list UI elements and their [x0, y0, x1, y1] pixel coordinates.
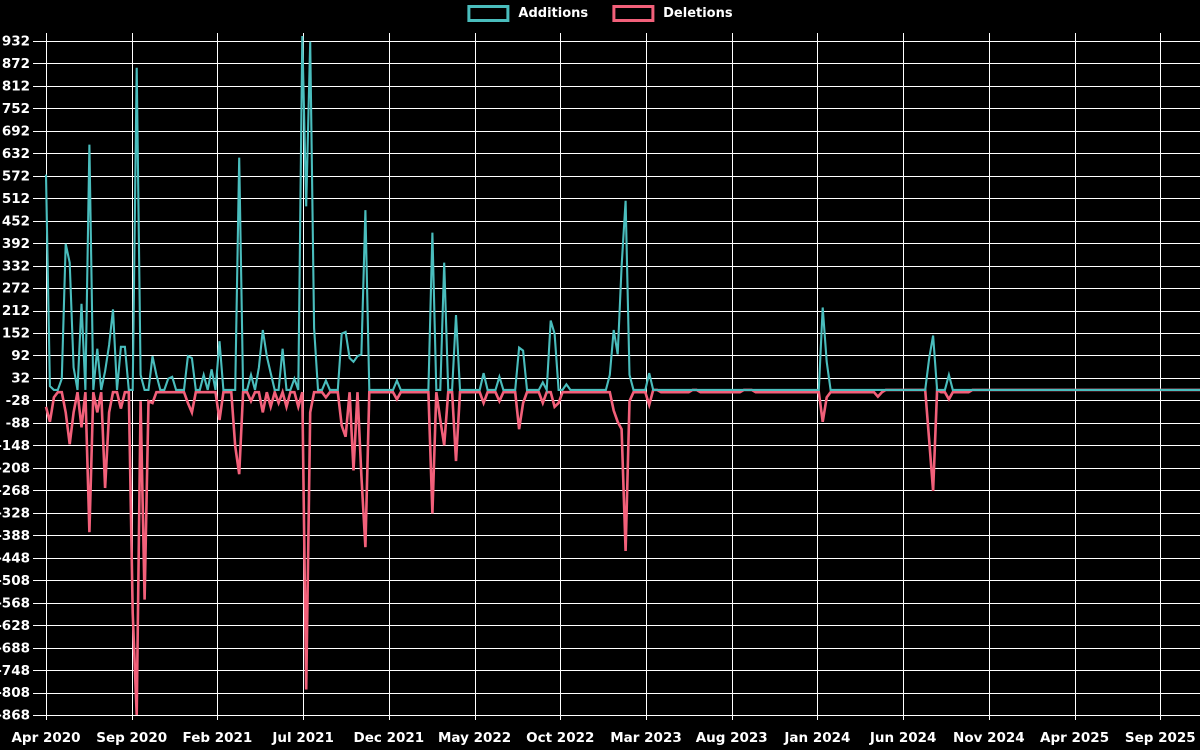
y-tick-label: 272 [2, 281, 30, 297]
y-tick-label: 152 [2, 326, 30, 342]
y-tick-label: 632 [2, 146, 30, 162]
y-tick-label: 452 [2, 213, 30, 229]
y-tick-label: 212 [2, 303, 30, 319]
y-tick-label: -748 [0, 663, 30, 679]
y-tick-label: -868 [0, 708, 30, 724]
y-tick-label: 872 [2, 56, 30, 72]
x-tick-label: Aug 2023 [696, 730, 768, 746]
x-tick-label: Sep 2025 [1125, 730, 1196, 746]
y-tick-label: -268 [0, 483, 30, 499]
y-tick-label: 752 [2, 101, 30, 117]
x-tick-label: May 2022 [438, 730, 511, 746]
y-tick-label: -388 [0, 528, 30, 544]
y-tick-label: -568 [0, 595, 30, 611]
x-tick-label: Oct 2022 [526, 730, 594, 746]
legend-item-deletions[interactable]: Deletions [612, 5, 733, 22]
y-tick-label: 572 [2, 168, 30, 184]
x-tick-label: Apr 2025 [1040, 730, 1109, 746]
x-tick-label: Mar 2023 [610, 730, 681, 746]
chart-legend: Additions Deletions [467, 5, 733, 22]
x-tick-label: Nov 2024 [953, 730, 1025, 746]
axis-labels: 932 872 812 752 692 632 572 512 452 392 332 272 212 1… [0, 34, 1196, 746]
x-tick-label: Feb 2021 [183, 730, 253, 746]
additions-line [44, 35, 1200, 394]
x-tick-label: Apr 2020 [11, 730, 80, 746]
y-tick-label: 812 [2, 79, 30, 95]
y-tick-label: -88 [6, 416, 30, 432]
x-tick-label: Jun 2024 [869, 730, 937, 746]
y-tick-label: 92 [11, 348, 30, 364]
x-tick-label: Sep 2020 [96, 730, 167, 746]
y-tick-label: 332 [2, 258, 30, 274]
y-tick-label: -28 [6, 393, 30, 409]
y-tick-label: 32 [11, 371, 30, 387]
y-tick-label: 392 [2, 236, 30, 252]
gridlines [33, 33, 1200, 720]
y-tick-label: 932 [2, 34, 30, 50]
y-tick-label: -688 [0, 640, 30, 656]
x-tick-label: Jan 2024 [783, 730, 850, 746]
y-tick-label: -508 [0, 573, 30, 589]
additions-legend-label: Additions [518, 6, 589, 21]
x-tick-label: Jul 2021 [271, 730, 334, 746]
y-tick-label: -628 [0, 618, 30, 634]
y-tick-label: -448 [0, 550, 30, 566]
deletions-swatch [612, 5, 655, 22]
legend-item-additions[interactable]: Additions [467, 5, 588, 22]
y-tick-label: -148 [0, 438, 30, 454]
y-tick-label: -808 [0, 685, 30, 701]
y-tick-label: 692 [2, 123, 30, 139]
y-tick-label: -208 [0, 461, 30, 477]
deletions-legend-label: Deletions [663, 6, 733, 21]
y-tick-label: -328 [0, 505, 30, 521]
additions-swatch [467, 5, 510, 22]
y-tick-label: 512 [2, 191, 30, 207]
deletions-line [44, 387, 1200, 716]
x-tick-label: Dec 2021 [354, 730, 425, 746]
